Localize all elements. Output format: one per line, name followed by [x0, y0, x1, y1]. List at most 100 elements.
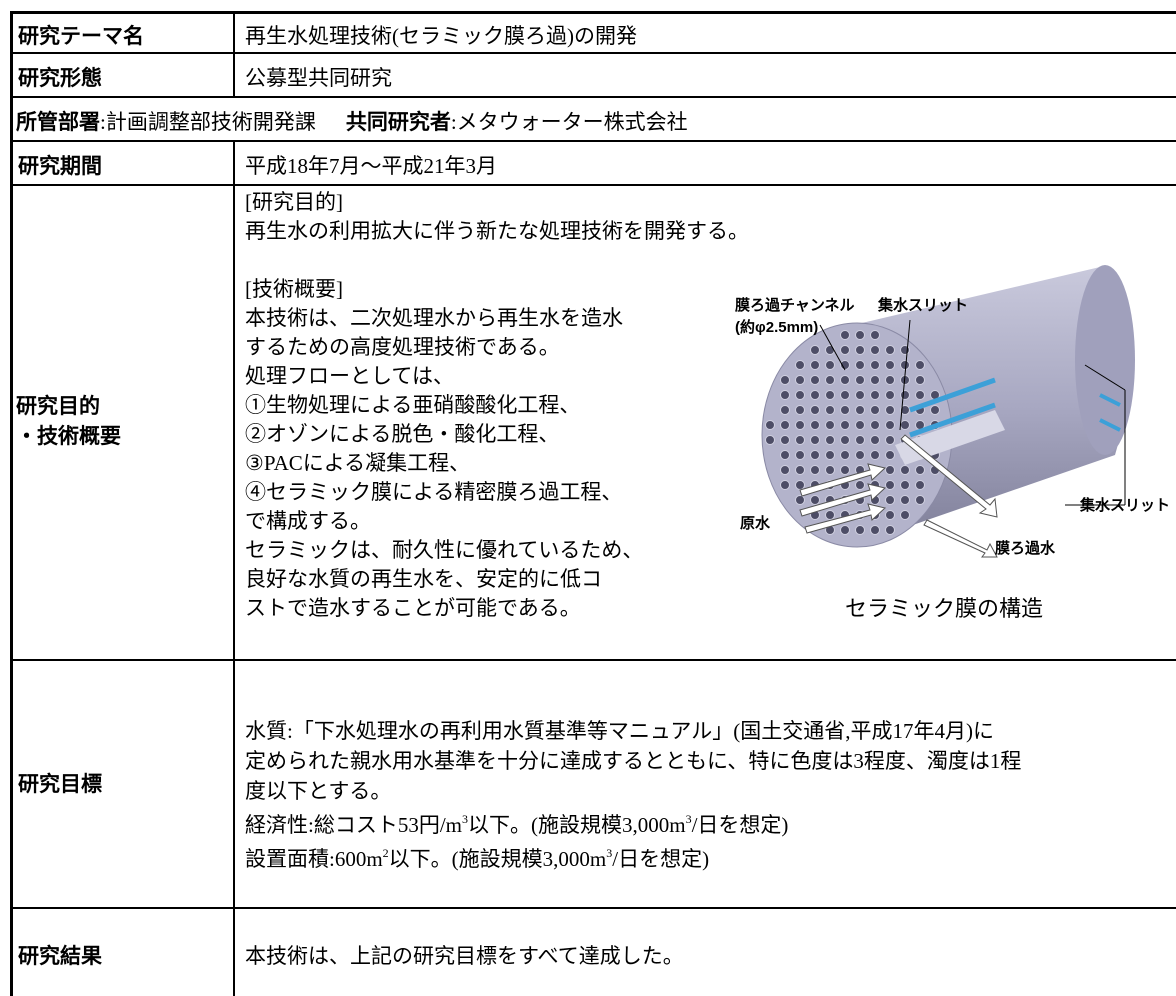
figure-label: 集水スリット — [1079, 496, 1170, 514]
figure-label: 原水 — [740, 514, 771, 532]
border — [10, 11, 13, 996]
channel-hole — [885, 435, 895, 445]
channel-hole — [885, 495, 895, 505]
text-line: で構成する。 — [245, 509, 371, 533]
slit — [909, 402, 996, 438]
slit — [909, 377, 996, 413]
channel-hole — [870, 525, 880, 535]
channel-hole — [870, 450, 880, 460]
channel-hole — [840, 405, 850, 415]
channel-hole — [780, 375, 790, 385]
channel-hole — [885, 390, 895, 400]
row-line — [10, 140, 1176, 142]
channel-hole — [795, 480, 805, 490]
row-label: 研究目的 ・技術概要 — [16, 392, 121, 452]
channel-hole — [840, 450, 850, 460]
row-label: 共同研究者 — [345, 111, 451, 134]
text-line: ①生物処理による亜硝酸酸化工程、 — [245, 393, 581, 417]
channel-hole — [870, 345, 880, 355]
channel-hole — [840, 420, 850, 430]
channel-hole — [810, 450, 820, 460]
channel-hole — [825, 420, 835, 430]
row-value: :メタウォーター株式会社 — [450, 110, 688, 134]
row-value: 再生水処理技術(セラミック膜ろ過)の開発 — [245, 24, 637, 48]
channel-hole — [855, 420, 865, 430]
arrows — [799, 434, 998, 558]
row-value: 平成18年7月～平成21年3月 — [245, 154, 497, 178]
channel-hole — [795, 405, 805, 415]
section-heading: [技術概要] — [245, 277, 343, 301]
figure-label: 膜ろ過チャンネル — [735, 296, 855, 314]
channel-hole — [885, 465, 895, 475]
channel-hole — [870, 360, 880, 370]
text-part: 設置面積:600m — [245, 847, 383, 871]
row-line — [10, 659, 1176, 661]
row-line — [10, 52, 1176, 54]
channel-hole — [810, 435, 820, 445]
text-line: 設置面積:600m2以下。(施設規模3,000m3/日を想定) — [245, 844, 1021, 874]
channel-hole — [855, 345, 865, 355]
slit — [1099, 393, 1121, 407]
border — [10, 11, 1176, 14]
channel-hole — [795, 465, 805, 475]
channel-hole — [795, 450, 805, 460]
text-part: 水質:「下水処理水の再利用水質基準等マニュアル」(国土交通省,平成17年4月)に — [245, 719, 994, 743]
channel-hole — [825, 390, 835, 400]
figure-label: (約φ2.5mm) — [735, 318, 818, 336]
channel-hole — [885, 480, 895, 490]
channel-hole — [810, 405, 820, 415]
channel-hole — [780, 435, 790, 445]
channel-hole — [855, 450, 865, 460]
column-line — [233, 13, 235, 96]
channel-hole — [765, 420, 775, 430]
row-label: 研究結果 — [18, 945, 102, 968]
channel-hole — [870, 330, 880, 340]
text-line: セラミックは、耐久性に優れているため、 — [245, 538, 644, 562]
channel-hole — [885, 375, 895, 385]
row-line — [10, 907, 1176, 909]
figure-label: 集水スリット — [877, 296, 968, 314]
channel-hole — [855, 390, 865, 400]
text-line: ②オゾンによる脱色・酸化工程、 — [245, 422, 560, 446]
channel-hole — [795, 495, 805, 505]
text-line: 定められた親水用水基準を十分に達成するとともに、特に色度は3程度、濁度は1程 — [245, 746, 1021, 776]
label-line: 研究目的 — [16, 395, 100, 418]
channel-hole — [795, 420, 805, 430]
channel-hole — [900, 405, 910, 415]
channel-hole — [915, 360, 925, 370]
row-value: 本技術は、上記の研究目標をすべて達成した。 — [245, 944, 684, 968]
channel-hole — [870, 435, 880, 445]
text-line: 良好な水質の再生水を、安定的に低コ — [245, 567, 602, 591]
row-line — [10, 184, 1176, 186]
channel-hole — [780, 390, 790, 400]
figure-label: 膜ろ過水 — [995, 539, 1056, 557]
text-line: 経済性:総コスト53円/m3以下。(施設規模3,000m3/日を想定) — [245, 810, 1021, 840]
superscript: 2 — [382, 846, 389, 860]
text-part: 度以下とする。 — [245, 779, 392, 803]
text-part: /日を想定) — [691, 813, 789, 837]
row-label: 研究目標 — [18, 773, 102, 796]
text-part: /日を想定) — [612, 847, 710, 871]
text-line: ③PACによる凝集工程、 — [245, 451, 471, 475]
superscript: 3 — [685, 812, 692, 826]
channel-hole — [810, 345, 820, 355]
channel-hole — [855, 405, 865, 415]
channel-hole — [900, 345, 910, 355]
row-label: 所管部署 — [16, 111, 100, 134]
channel-hole — [870, 405, 880, 415]
channel-hole — [885, 510, 895, 520]
channel-hole — [855, 360, 865, 370]
channel-hole — [870, 375, 880, 385]
channel-hole — [900, 480, 910, 490]
leader — [1084, 364, 1126, 391]
channel-hole — [810, 495, 820, 505]
channel-hole — [840, 465, 850, 475]
channel-hole — [915, 465, 925, 475]
text-line: 再生水の利用拡大に伴う新たな処理技術を開発する。 — [245, 219, 749, 243]
channel-hole — [780, 465, 790, 475]
channel-hole — [930, 405, 940, 415]
channel-hole — [825, 465, 835, 475]
row-label: 研究形態 — [18, 67, 102, 90]
channel-hole — [855, 525, 865, 535]
text-line: するための高度処理技術である。 — [245, 335, 560, 359]
